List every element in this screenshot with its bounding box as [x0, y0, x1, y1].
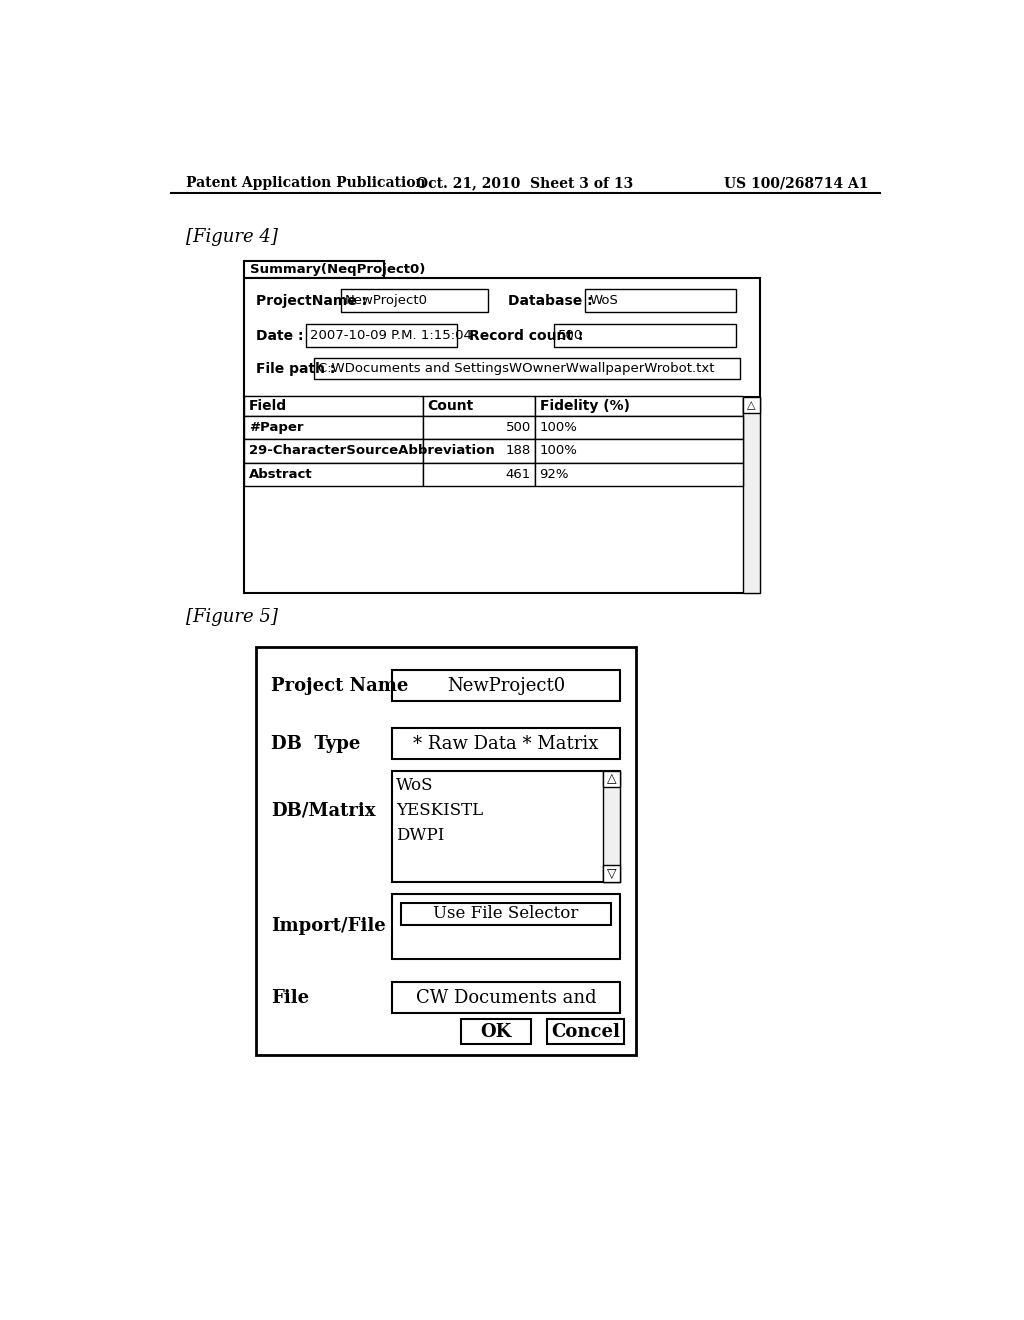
- Text: WoS: WoS: [396, 777, 433, 795]
- Text: File path :: File path :: [256, 362, 335, 376]
- Text: Count: Count: [427, 400, 473, 413]
- Text: [Figure 4]: [Figure 4]: [186, 228, 278, 246]
- Text: 500: 500: [506, 421, 531, 434]
- Text: Abstract: Abstract: [249, 467, 312, 480]
- Text: Summary(NeqProject0): Summary(NeqProject0): [250, 263, 425, 276]
- Text: Project Name: Project Name: [271, 677, 409, 694]
- Text: YESKISTL: YESKISTL: [396, 803, 483, 820]
- Text: 500: 500: [558, 329, 584, 342]
- Bar: [391, 982, 621, 1014]
- Text: Field: Field: [249, 400, 287, 413]
- Text: File: File: [271, 989, 309, 1007]
- Text: 100%: 100%: [540, 421, 578, 434]
- Text: NewProject0: NewProject0: [446, 677, 565, 694]
- Bar: [423, 416, 535, 440]
- Bar: [742, 397, 760, 594]
- Bar: [603, 771, 621, 882]
- Text: 29-CharacterSourceAbbreviation: 29-CharacterSourceAbbreviation: [249, 445, 495, 458]
- Text: Concel: Concel: [551, 1023, 620, 1040]
- Text: * Raw Data * Matrix: * Raw Data * Matrix: [413, 735, 598, 752]
- Text: 92%: 92%: [540, 467, 569, 480]
- Bar: [535, 440, 742, 462]
- Text: #Paper: #Paper: [249, 421, 303, 434]
- Text: CW Documents and: CW Documents and: [416, 989, 596, 1007]
- Text: Import/File: Import/File: [271, 917, 386, 936]
- Text: OK: OK: [480, 1023, 512, 1040]
- Text: US 100/268714 A1: US 100/268714 A1: [724, 176, 868, 190]
- Bar: [535, 462, 742, 486]
- Bar: [306, 323, 458, 347]
- Text: [Figure 5]: [Figure 5]: [186, 607, 278, 626]
- Text: ▽: ▽: [607, 867, 616, 880]
- Bar: [535, 416, 742, 440]
- Text: △: △: [746, 400, 756, 409]
- Bar: [535, 396, 742, 416]
- Text: WoS: WoS: [589, 294, 618, 308]
- Bar: [554, 323, 736, 347]
- Text: Fidelity (%): Fidelity (%): [540, 400, 630, 413]
- Text: DWPI: DWPI: [396, 826, 444, 843]
- Bar: [245, 440, 423, 462]
- Bar: [742, 397, 760, 412]
- Bar: [603, 771, 621, 788]
- Text: Use File Selector: Use File Selector: [433, 906, 579, 923]
- Bar: [423, 440, 535, 462]
- Bar: [245, 462, 423, 486]
- Text: Date :: Date :: [256, 329, 303, 342]
- Bar: [391, 894, 621, 960]
- Bar: [586, 289, 736, 313]
- Text: DB  Type: DB Type: [271, 735, 360, 752]
- Text: Oct. 21, 2010  Sheet 3 of 13: Oct. 21, 2010 Sheet 3 of 13: [416, 176, 634, 190]
- Text: 100%: 100%: [540, 445, 578, 458]
- Text: △: △: [607, 772, 616, 785]
- Bar: [391, 729, 621, 759]
- Text: Record count :: Record count :: [469, 329, 584, 342]
- Bar: [391, 671, 621, 701]
- Text: NewProject0: NewProject0: [345, 294, 428, 308]
- Bar: [547, 1019, 624, 1044]
- Text: 188: 188: [506, 445, 531, 458]
- Bar: [603, 866, 621, 882]
- Text: Patent Application Publication: Patent Application Publication: [186, 176, 426, 190]
- Text: DB/Matrix: DB/Matrix: [271, 803, 376, 820]
- Bar: [423, 396, 535, 416]
- Bar: [245, 396, 423, 416]
- Bar: [256, 647, 636, 1056]
- Text: C:WDocuments and SettingsWOwnerWwallpaperWrobot.txt: C:WDocuments and SettingsWOwnerWwallpape…: [317, 362, 715, 375]
- Text: Database :: Database :: [508, 294, 592, 308]
- Bar: [341, 289, 488, 313]
- Bar: [423, 462, 535, 486]
- Bar: [245, 416, 423, 440]
- Bar: [314, 358, 740, 379]
- Text: 461: 461: [506, 467, 531, 480]
- Bar: [400, 903, 611, 924]
- Bar: [391, 771, 621, 882]
- Bar: [245, 261, 384, 277]
- Bar: [245, 277, 760, 594]
- Text: ProjectName :: ProjectName :: [256, 294, 367, 308]
- Text: 2007-10-09 P.M. 1:15:04: 2007-10-09 P.M. 1:15:04: [310, 329, 472, 342]
- Bar: [461, 1019, 531, 1044]
